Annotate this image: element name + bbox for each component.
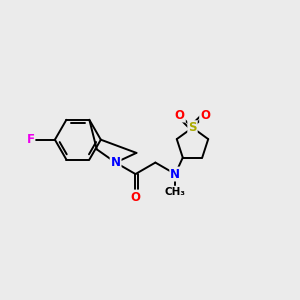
Text: F: F xyxy=(26,133,34,146)
Text: S: S xyxy=(188,121,197,134)
Text: O: O xyxy=(200,109,210,122)
Text: CH₃: CH₃ xyxy=(165,187,186,196)
Text: O: O xyxy=(130,190,140,203)
Text: N: N xyxy=(170,168,180,181)
Text: N: N xyxy=(111,156,121,169)
Text: O: O xyxy=(175,109,185,122)
